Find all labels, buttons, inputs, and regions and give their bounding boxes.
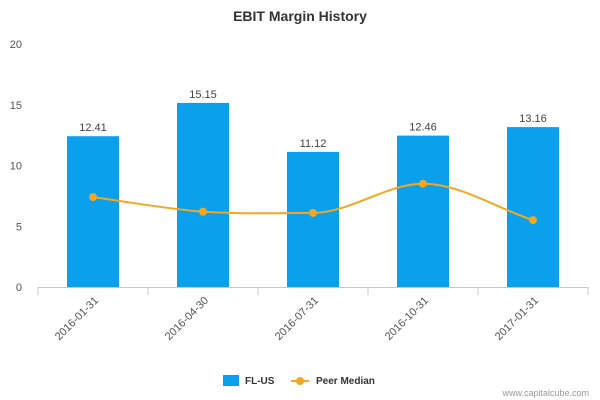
- bar-2016-04-30[interactable]: [177, 102, 229, 288]
- legend-swatch-bar: [223, 375, 239, 386]
- x-tick-label: 2017-01-31: [493, 295, 541, 343]
- credit-text: www.capitalcube.com: [501, 388, 589, 398]
- bar-data-label: 11.12: [300, 138, 327, 150]
- peer-median-series: [89, 179, 537, 225]
- bar-2017-01-31[interactable]: [507, 127, 559, 287]
- bar-2016-07-31[interactable]: [287, 151, 339, 287]
- y-tick-label: 20: [10, 39, 22, 51]
- y-tick-label: 5: [16, 221, 22, 233]
- x-tick-label: 2016-01-31: [53, 295, 101, 343]
- peer-median-point-2016-07-31[interactable]: [309, 208, 317, 217]
- legend-item-fl-us[interactable]: FL-US: [223, 375, 275, 387]
- y-tick-label: 15: [10, 100, 22, 112]
- y-tick-label: 10: [10, 161, 22, 173]
- legend-item-peer-median[interactable]: Peer Median: [291, 376, 375, 387]
- bar-data-label: 13.16: [519, 113, 547, 125]
- peer-median-point-2017-01-31[interactable]: [529, 216, 537, 225]
- peer-median-point-2016-01-31[interactable]: [89, 193, 97, 202]
- legend-label-peer-median: Peer Median: [316, 376, 375, 387]
- legend: FL-US Peer Median: [223, 375, 375, 387]
- bar-data-label: 15.15: [189, 89, 217, 101]
- bar-2016-10-31[interactable]: [397, 135, 449, 287]
- bar-2016-01-31[interactable]: [67, 136, 119, 287]
- bar-data-label: 12.41: [79, 122, 107, 134]
- x-tick-label: 2016-04-30: [163, 295, 211, 343]
- x-tick-label: 2016-07-31: [273, 295, 321, 343]
- peer-median-point-2016-10-31[interactable]: [419, 179, 427, 188]
- legend-label-fl-us: FL-US: [245, 376, 275, 387]
- bar-data-label: 12.46: [409, 122, 437, 134]
- y-tick-label: 0: [16, 282, 22, 294]
- legend-swatch-marker: [296, 377, 304, 385]
- bar-data-labels: 12.41 15.15 11.12 12.46 13.16: [79, 89, 547, 150]
- x-tick-label: 2016-10-31: [383, 295, 431, 343]
- peer-median-point-2016-04-30[interactable]: [199, 207, 207, 216]
- bar-series: [67, 102, 559, 288]
- y-axis-ticks: 0 5 10 15 20: [10, 39, 22, 294]
- chart-title: EBIT Margin History: [233, 8, 367, 24]
- x-axis-ticks: 2016-01-31 2016-04-30 2016-07-31 2016-10-31…: [37, 287, 589, 343]
